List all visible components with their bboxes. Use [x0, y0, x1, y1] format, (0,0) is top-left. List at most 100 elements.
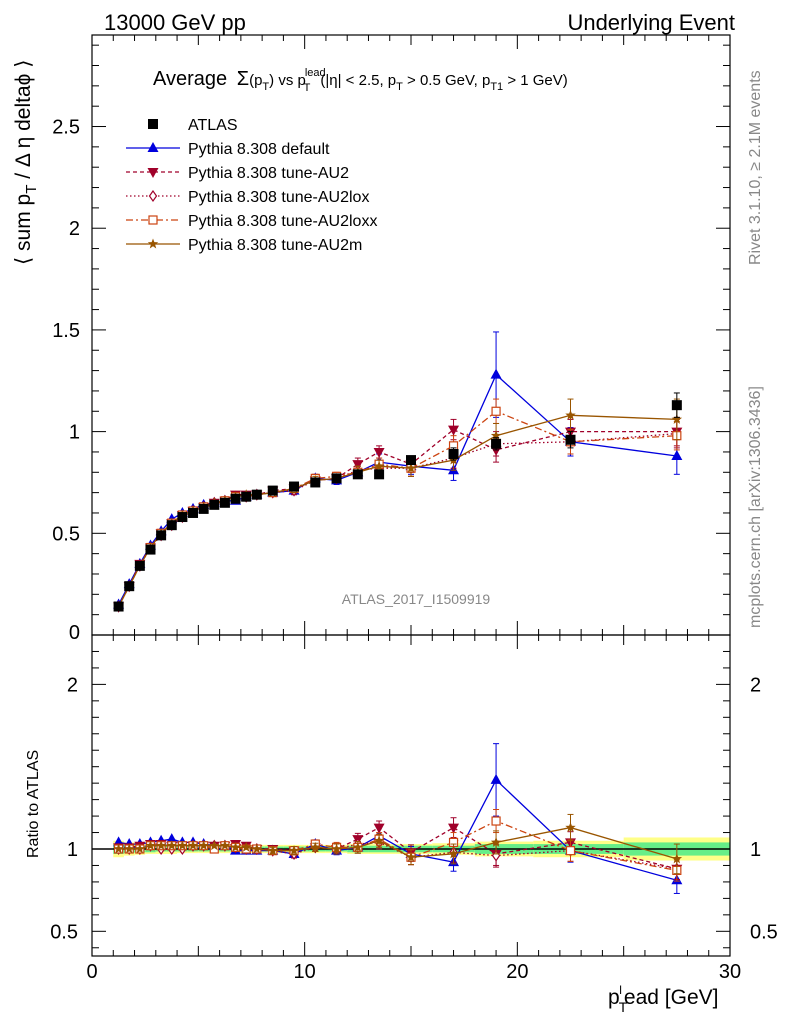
- plot-title: Average Σ(pT) vs plead T (|η| < 2.5, pT > …: [153, 67, 568, 94]
- ratio-y-tick-label-right: 1: [750, 839, 761, 861]
- main-point: [177, 512, 188, 523]
- main-point: [198, 503, 209, 514]
- ratio-point: [352, 841, 364, 852]
- main-point: [219, 497, 230, 508]
- legend-label: Pythia 8.308 tune-AU2lox: [188, 189, 369, 206]
- mcplots-label: mcplots.cern.ch [arXiv:1306.3436]: [747, 386, 764, 628]
- legend-label: Pythia 8.308 tune-AU2loxx: [188, 213, 377, 230]
- ratio-point: [134, 843, 146, 854]
- ratio-point: [288, 845, 300, 856]
- main-point: [310, 477, 321, 488]
- main-point: [113, 601, 124, 612]
- main-point: [267, 485, 278, 496]
- ratio-point: [491, 816, 501, 826]
- ratio-point: [177, 840, 188, 851]
- main-point: [241, 491, 252, 502]
- ratio-point: [565, 846, 576, 856]
- ratio-point: [123, 843, 135, 854]
- x-tick-label: 0: [86, 961, 97, 983]
- ratio-point: [671, 853, 683, 864]
- main-y-axis-label: ⟨ sum pT / Δ η deltaϕ ⟩: [12, 60, 40, 265]
- ratio-point: [166, 840, 177, 851]
- legend-marker: [148, 189, 158, 203]
- legend-item: Pythia 8.308 tune-AU2loxx: [126, 213, 377, 230]
- ratio-point: [155, 840, 167, 851]
- main-panel: 0.5 1 1.5 2 2.5 0: [52, 34, 731, 956]
- main-point: [289, 481, 300, 492]
- main-point: [671, 400, 682, 411]
- main-series-atlas: [113, 392, 682, 612]
- ratio-point: [145, 840, 156, 851]
- analysis-watermark: ATLAS_2017_I1509919: [342, 591, 491, 607]
- legend-item: Pythia 8.308 default: [126, 141, 330, 158]
- ratio-y-tick-label: 0.5: [50, 921, 78, 943]
- legend-marker: [147, 142, 159, 152]
- main-series-pythia-8-308-default: [113, 331, 683, 609]
- ratio-point: [251, 843, 263, 854]
- main-point: [491, 438, 502, 449]
- x-tick-label: 20: [506, 961, 528, 983]
- main-point: [209, 499, 220, 510]
- ratio-point: [240, 841, 252, 852]
- legend-item: Pythia 8.308 tune-AU2lox: [126, 189, 369, 206]
- y-tick-label: 1.5: [52, 320, 80, 342]
- ratio-point: [310, 841, 321, 852]
- main-point: [490, 430, 502, 441]
- main-point: [565, 409, 576, 420]
- main-point: [352, 469, 363, 480]
- ratio-y-tick-label: 2: [67, 674, 78, 696]
- main-point: [671, 413, 683, 424]
- legend-label: ATLAS: [188, 117, 238, 134]
- header-left: 13000 GeV pp: [104, 10, 246, 35]
- main-point: [671, 450, 683, 461]
- legend-item: ATLAS: [148, 117, 238, 134]
- main-point: [251, 489, 262, 500]
- y-tick-label: 2.5: [52, 117, 80, 139]
- ratio-point: [209, 840, 220, 851]
- ratio-series-pythia-8-308-tune-au2m: [113, 813, 683, 875]
- main-point: [373, 460, 385, 471]
- legend-marker: [148, 119, 158, 129]
- ratio-point: [448, 823, 460, 834]
- ratio-point: [448, 848, 459, 859]
- main-point: [565, 434, 576, 445]
- main-point: [373, 447, 385, 458]
- main-series-pythia-8-308-tune-au2lox: [114, 418, 682, 613]
- main-line-pythia-8-308-tune-au2: [118, 428, 677, 607]
- ratio-point: [373, 823, 385, 834]
- main-point: [448, 425, 460, 436]
- main-point: [405, 462, 417, 473]
- ratio-point: [331, 843, 342, 854]
- ratio-point: [267, 845, 278, 856]
- main-point: [166, 520, 177, 531]
- main-line-pythia-8-308-default: [118, 373, 677, 605]
- main-point: [156, 530, 167, 541]
- main-point: [134, 560, 145, 571]
- ratio-point: [490, 836, 502, 847]
- y-tick-label-zero: 0: [69, 622, 80, 644]
- ratio-point: [405, 851, 417, 862]
- legend-label: Pythia 8.308 default: [188, 141, 330, 158]
- main-point: [490, 368, 502, 379]
- legend-label: Pythia 8.308 tune-AU2: [188, 165, 349, 182]
- ratio-y-tick-label: 1: [67, 839, 78, 861]
- ratio-point: [565, 822, 576, 833]
- main-point: [491, 406, 501, 416]
- ratio-line-pythia-8-308-default: [118, 778, 677, 881]
- ratio-point: [230, 841, 241, 852]
- ratio-point: [166, 833, 178, 844]
- main-point: [331, 473, 342, 484]
- main-point: [230, 493, 241, 504]
- legend: ATLAS Pythia 8.308 default Pythia 8.308 tu…: [126, 117, 377, 254]
- ratio-y-axis-label: Ratio to ATLAS: [25, 750, 42, 858]
- ratio-y-tick-label-right: 0.5: [750, 921, 778, 943]
- main-point: [145, 544, 156, 555]
- legend-item: Pythia 8.308 tune-AU2: [126, 165, 349, 182]
- ratio-series-pythia-8-308-default: [113, 743, 683, 894]
- legend-item: Pythia 8.308 tune-AU2m: [126, 237, 362, 254]
- main-series-pythia-8-308-tune-au2: [113, 416, 683, 613]
- y-tick-label: 1: [69, 422, 80, 444]
- x-tick-label: 30: [719, 961, 741, 983]
- ratio-y-tick-label-right: 2: [750, 674, 761, 696]
